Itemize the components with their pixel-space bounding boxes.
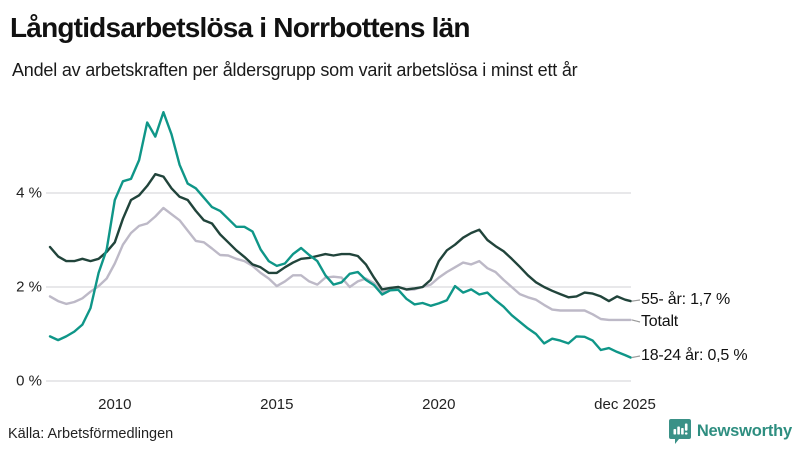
y-axis-tick: 4 %: [16, 184, 42, 202]
newsworthy-wordmark: Newsworthy: [696, 421, 792, 440]
newsworthy-logo: Newsworthy: [668, 418, 792, 444]
y-axis-tick: 0 %: [16, 372, 42, 390]
series-end-label-Totalt: Totalt: [641, 313, 679, 330]
y-axis-tick: 2 %: [16, 278, 42, 296]
x-axis-tick: 2015: [260, 396, 294, 413]
end-connector: [631, 319, 641, 323]
series-end-label-18-24 år: 18-24 år: 0,5 %: [641, 347, 748, 364]
newsworthy-barchart-icon: [668, 419, 691, 444]
end-connector: [631, 355, 641, 359]
series-line-Totalt: [48, 206, 632, 322]
source-credit: Källa: Arbetsförmedlingen: [8, 426, 174, 442]
series-line-55- år: [48, 172, 632, 303]
x-axis-tick: dec 2025: [594, 396, 656, 413]
series-line-18-24 år: [48, 110, 632, 359]
chart-subtitle: Andel av arbetskraften per åldersgrupp s…: [12, 60, 578, 80]
x-axis-tick: 2020: [422, 396, 456, 413]
page-title: Långtidsarbetslösa i Norrbottens län: [10, 12, 471, 43]
series-end-label-55- år: 55- år: 1,7 %: [641, 291, 731, 308]
x-axis-tick: 2010: [98, 396, 132, 413]
end-connector: [631, 299, 641, 302]
